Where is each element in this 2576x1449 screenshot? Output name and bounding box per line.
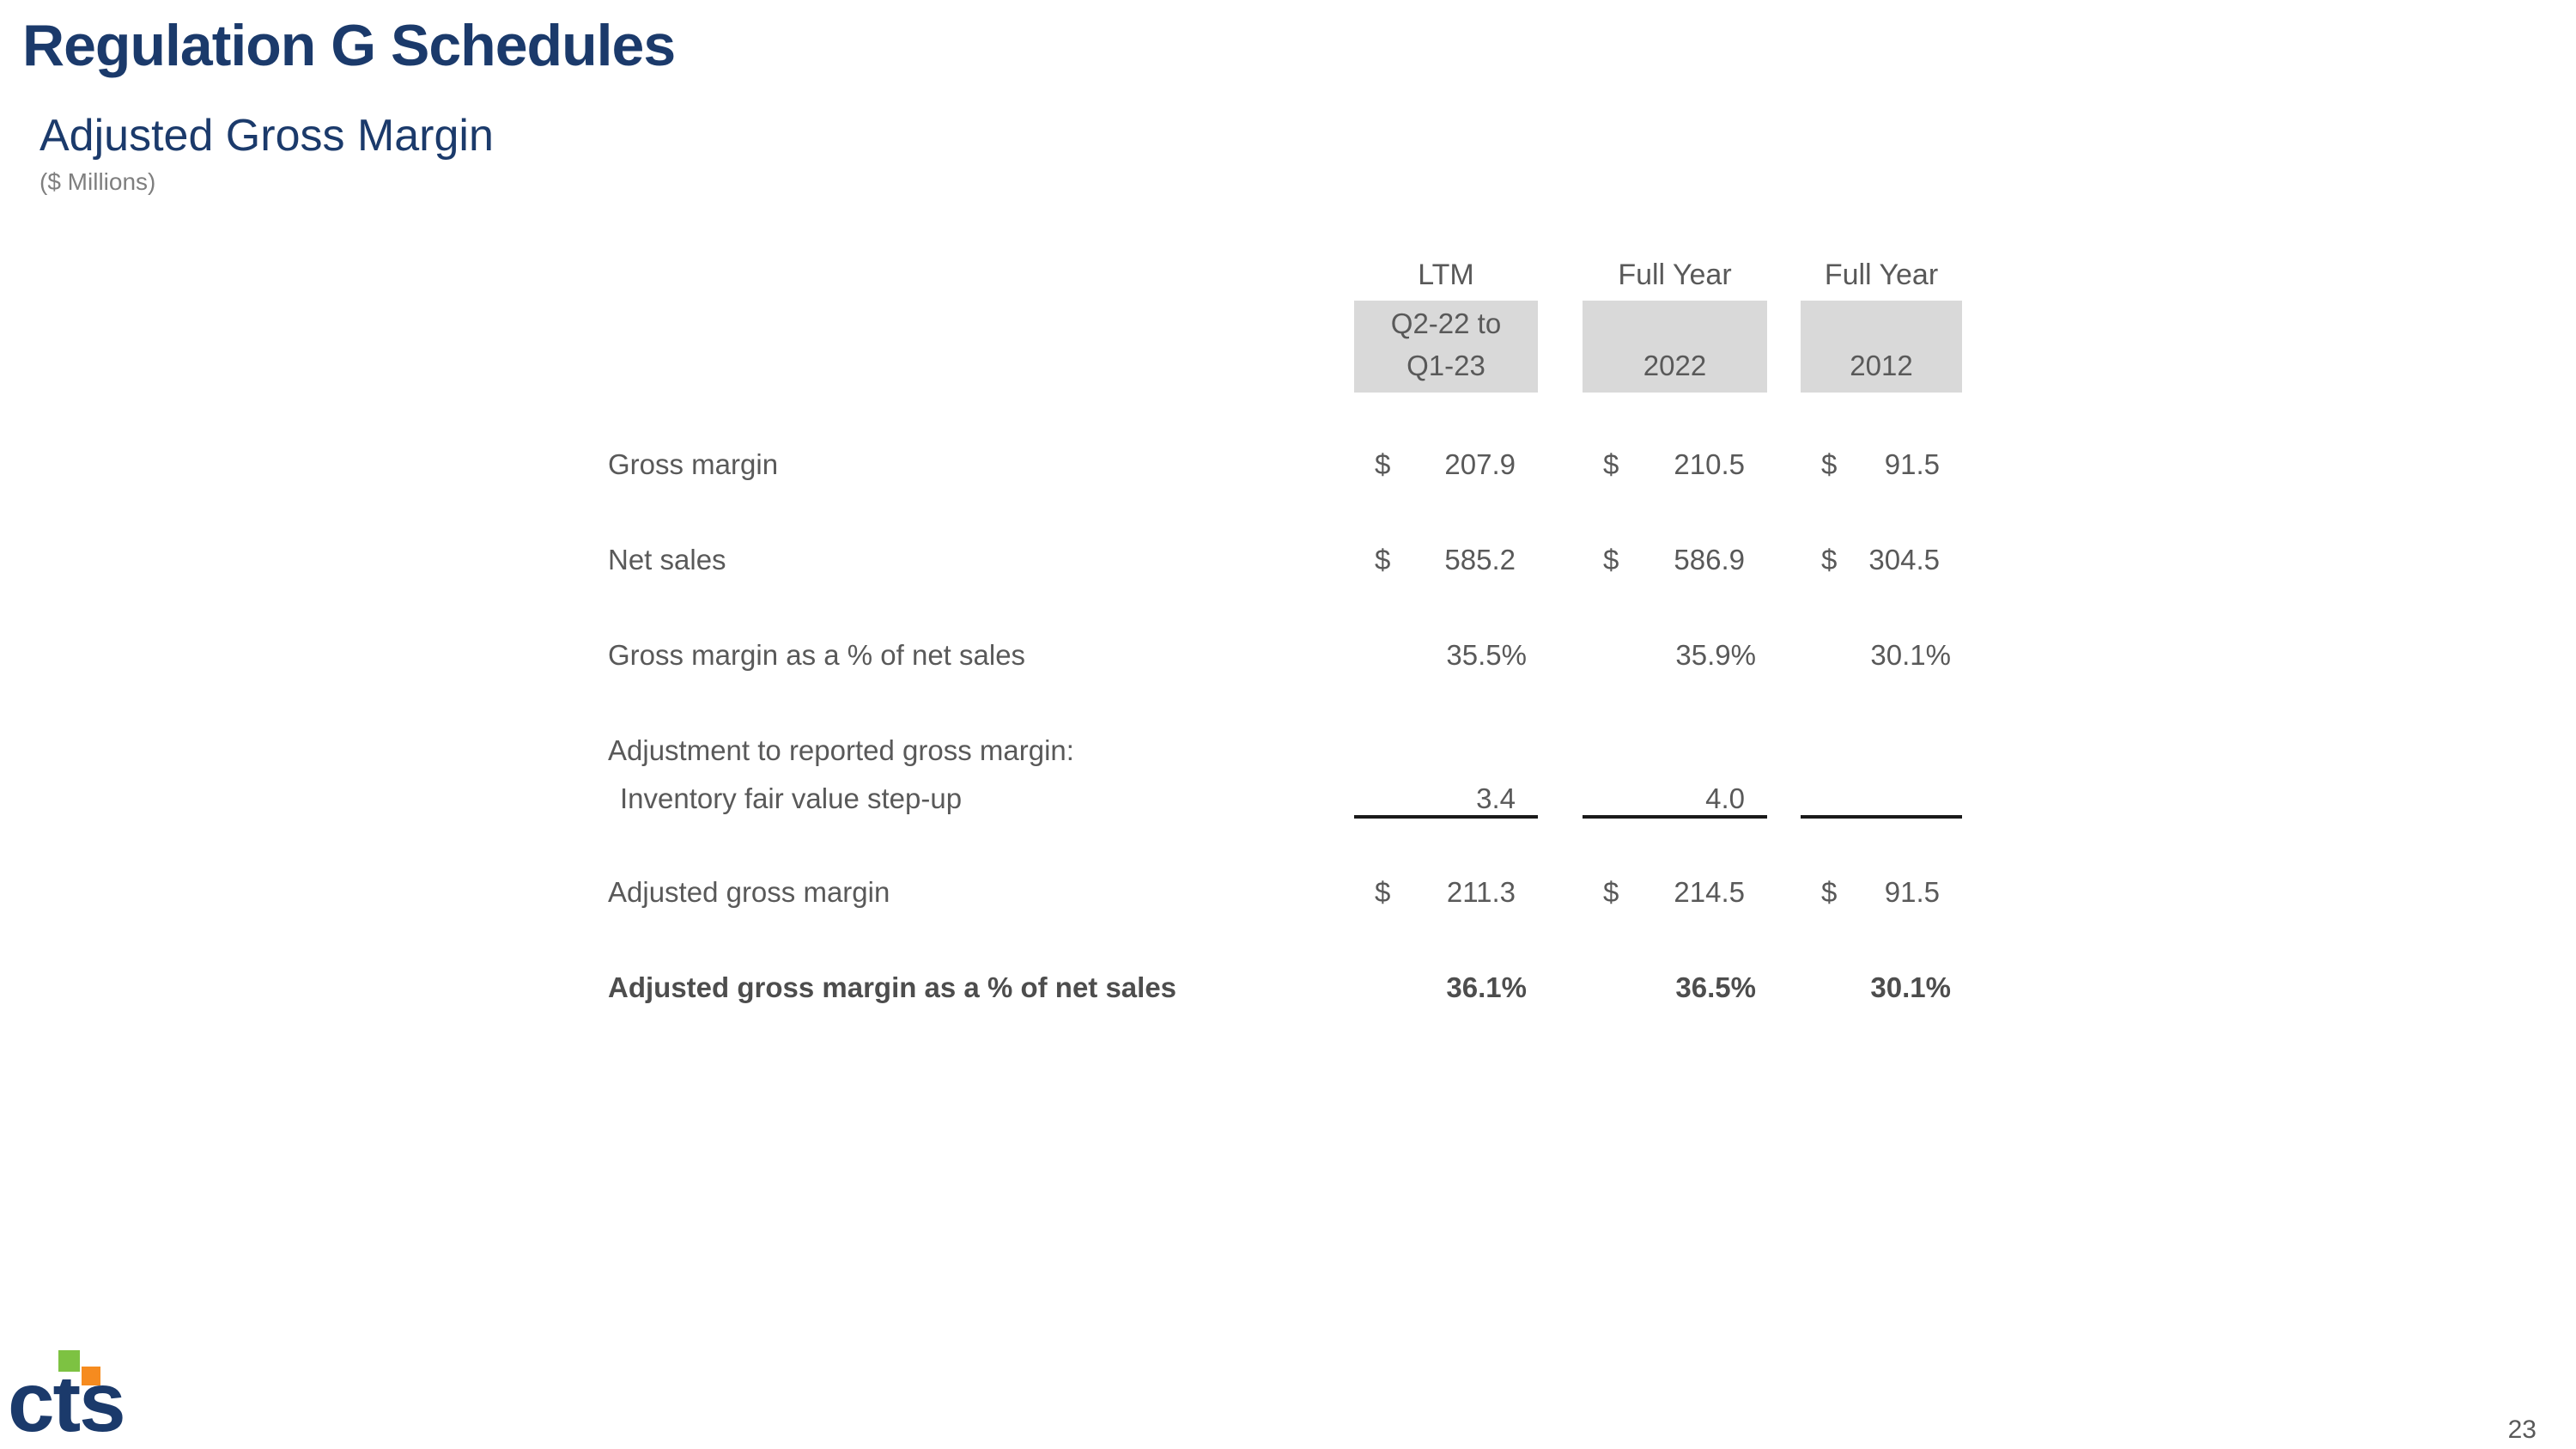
cts-logo-icon: cts xyxy=(10,1338,126,1440)
row-label-adjusted-gross-margin-pct: Adjusted gross margin as a % of net sale… xyxy=(608,971,1177,1003)
row-label-gross-margin: Gross margin xyxy=(608,448,779,480)
period-box-line2: Q1-23 xyxy=(1406,350,1485,381)
row-label-net-sales: Net sales xyxy=(608,544,726,575)
cell-adjusted-gross-margin-pct-col1: 36.5% xyxy=(1675,971,1756,1003)
column-period-label-2: Full Year xyxy=(1824,259,1939,291)
cell-gross-margin-pct-col2: 30.1% xyxy=(1870,639,1951,671)
row-label-adjusted-gross-margin: Adjusted gross margin xyxy=(608,876,890,908)
cell-inventory-step-up-col1: 4.0 xyxy=(1705,782,1745,814)
period-box-line1: Q2-22 to xyxy=(1390,307,1502,339)
currency-symbol: $ xyxy=(1821,544,1838,575)
amount-value: 210.5 xyxy=(1674,448,1745,480)
amount-value: 304.5 xyxy=(1868,544,1940,575)
amount-value: 91.5 xyxy=(1884,448,1940,480)
cell-gross-margin-pct-col0: 35.5% xyxy=(1446,639,1527,671)
period-box-line1 xyxy=(1801,304,1962,344)
currency-symbol: $ xyxy=(1821,448,1838,480)
schedule-subtitle: Adjusted Gross Margin xyxy=(39,111,494,161)
row-label-adjustment-header: Adjustment to reported gross margin: xyxy=(608,734,1074,766)
cell-gross-margin-col2: $91.5 xyxy=(1801,444,1962,485)
cell-adjusted-gross-margin-col1: $214.5 xyxy=(1583,872,1767,913)
period-box-line2: 2012 xyxy=(1850,350,1913,381)
currency-symbol: $ xyxy=(1375,544,1391,575)
row-label-inventory-step-up: Inventory fair value step-up xyxy=(620,782,963,814)
currency-symbol: $ xyxy=(1375,448,1391,480)
page-number: 23 xyxy=(2507,1416,2537,1444)
cell-inventory-step-up-col0: 3.4 xyxy=(1476,782,1516,814)
currency-symbol: $ xyxy=(1375,876,1391,908)
cell-net-sales-col1: $586.9 xyxy=(1583,539,1767,581)
period-box-line2: 2022 xyxy=(1643,350,1707,381)
column-period-box-1: 2022 xyxy=(1583,301,1767,393)
amount-value: 214.5 xyxy=(1674,876,1745,908)
currency-symbol: $ xyxy=(1821,876,1838,908)
units-note: ($ Millions) xyxy=(39,168,156,195)
column-period-label-1: Full Year xyxy=(1618,259,1732,291)
amount-value: 586.9 xyxy=(1674,544,1745,575)
cell-adjusted-gross-margin-col2: $91.5 xyxy=(1801,872,1962,913)
logo-green-square xyxy=(58,1350,80,1372)
amount-value: 211.3 xyxy=(1446,876,1516,908)
currency-symbol: $ xyxy=(1603,876,1619,908)
column-underline-1 xyxy=(1583,815,1767,819)
cell-gross-margin-col1: $210.5 xyxy=(1583,444,1767,485)
amount-value: 207.9 xyxy=(1444,448,1516,480)
column-period-box-0: Q2-22 to Q1-23 xyxy=(1354,301,1538,393)
logo-orange-square xyxy=(82,1367,100,1385)
column-underline-0 xyxy=(1354,815,1538,819)
cell-gross-margin-pct-col1: 35.9% xyxy=(1675,639,1756,671)
cell-gross-margin-col0: $207.9 xyxy=(1354,444,1538,485)
cell-adjusted-gross-margin-pct-col2: 30.1% xyxy=(1870,971,1951,1003)
cell-adjusted-gross-margin-pct-col0: 36.1% xyxy=(1446,971,1527,1003)
amount-value: 91.5 xyxy=(1884,876,1940,908)
currency-symbol: $ xyxy=(1603,448,1619,480)
cell-net-sales-col0: $585.2 xyxy=(1354,539,1538,581)
period-box-line1 xyxy=(1583,304,1767,344)
amount-value: 585.2 xyxy=(1444,544,1516,575)
column-period-label-0: LTM xyxy=(1418,259,1474,291)
cell-adjusted-gross-margin-col0: $211.3 xyxy=(1354,872,1538,913)
cell-net-sales-col2: $304.5 xyxy=(1801,539,1962,581)
row-label-gross-margin-pct: Gross margin as a % of net sales xyxy=(608,639,1026,671)
column-period-box-2: 2012 xyxy=(1801,301,1962,393)
page-title: Regulation G Schedules xyxy=(22,13,676,78)
column-underline-2 xyxy=(1801,815,1962,819)
currency-symbol: $ xyxy=(1603,544,1619,575)
